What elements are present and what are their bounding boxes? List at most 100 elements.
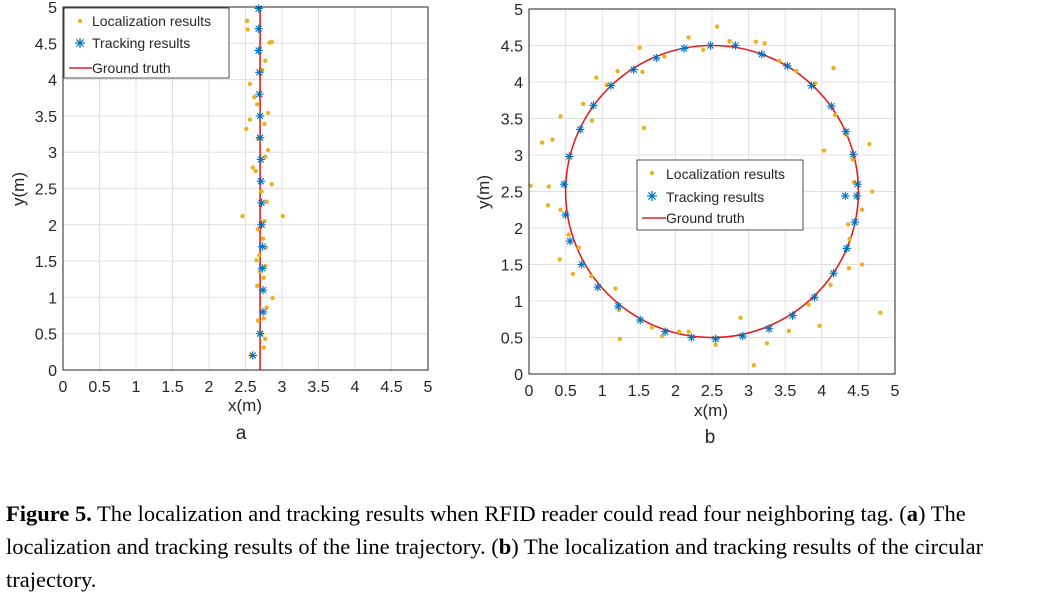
localization-point-b-14 [615, 68, 620, 74]
x-tick-label-b-6: 3 [744, 383, 753, 400]
tracking-point-b-18 [565, 236, 575, 246]
y-tick-label-a-6: 3 [48, 145, 57, 162]
localization-point-a-4 [255, 318, 261, 323]
localization-point-b-53 [539, 140, 545, 145]
x-tick-label-b-9: 4.5 [847, 383, 869, 400]
tracking-point-b-10 [652, 53, 661, 63]
localization-point-b-58 [557, 257, 562, 262]
tracking-point-a-12 [255, 89, 264, 99]
localization-point-b-51 [589, 118, 595, 123]
localization-point-b-0 [870, 189, 875, 194]
tracking-point-a-13 [255, 68, 264, 77]
localization-point-a-39 [269, 39, 274, 45]
localization-point-a-21 [259, 189, 264, 194]
panel-label-b: b [705, 427, 716, 448]
localization-point-b-41 [641, 125, 647, 131]
y-axis-label-b: y(m) [474, 175, 493, 209]
x-tick-label-b-1: 0.5 [554, 383, 576, 400]
localization-point-b-32 [764, 341, 770, 346]
tracking-points-a [248, 4, 268, 360]
localization-point-a-24 [250, 165, 255, 170]
legend-label-localization-b: Localization results [666, 166, 785, 182]
tracking-point-b-28 [788, 311, 797, 320]
localization-point-a-40 [245, 27, 250, 32]
localization-point-b-46 [701, 47, 706, 53]
caption-figure-text: The localization and tracking results wh… [91, 501, 894, 526]
localization-point-a-31 [265, 110, 271, 116]
localization-point-b-13 [637, 45, 642, 50]
localization-point-b-18 [550, 137, 555, 142]
x-tick-label-a-1: 0.5 [88, 379, 110, 396]
y-tick-label-b-9: 4.5 [501, 39, 523, 56]
legend-dot-icon-b [649, 170, 655, 176]
y-tick-label-a-7: 3.5 [35, 109, 57, 126]
tracking-point-a-7 [257, 198, 266, 208]
localization-point-b-30 [713, 342, 718, 347]
localization-point-a-18 [240, 213, 245, 219]
tracking-point-b-19 [577, 260, 586, 269]
tracking-point-a-0 [248, 351, 258, 360]
localization-point-b-44 [845, 222, 851, 227]
figure-panels: 0 0.5 1 1.5 2 2.5 3 3.5 4 4.5 5 0 0.5 1 1.5 2 2.5 3 3.5 4 4… [9, 0, 900, 448]
tracking-point-b-32 [850, 217, 859, 227]
localization-point-b-16 [580, 101, 586, 107]
tracking-point-b-24 [687, 333, 696, 342]
caption-figure-label: Figure 5. [6, 501, 92, 526]
chart-panel-a: 0 0.5 1 1.5 2 2.5 3 3.5 4 4.5 5 0 0.5 1 1.5 2 2.5 3 3.5 4 4… [9, 0, 433, 444]
localization-point-b-38 [859, 207, 865, 212]
y-tick-label-a-4: 2 [48, 218, 57, 235]
localization-points-b [528, 24, 883, 368]
localization-point-a-15 [260, 236, 266, 241]
caption-text-b: ) The localization and tracking results … [6, 534, 984, 592]
y-tick-labels-b: 0 0.5 1 1.5 2 2.5 3 3.5 4 4.5 5 [501, 2, 523, 384]
axes-frame-a [62, 6, 429, 371]
legend-asterisk-icon-a [75, 38, 85, 48]
localization-point-b-24 [589, 273, 594, 279]
x-tick-label-b-8: 4 [817, 383, 826, 400]
y-tick-label-b-10: 5 [514, 2, 523, 19]
tracking-point-b-9 [679, 44, 689, 53]
x-tick-label-b-4: 2 [671, 383, 680, 400]
localization-point-a-23 [253, 168, 258, 174]
localization-point-b-25 [613, 286, 618, 291]
localization-point-b-33 [786, 328, 792, 334]
y-tick-label-b-4: 2 [514, 221, 523, 238]
localization-point-b-9 [727, 38, 732, 44]
x-tick-label-b-3: 1.5 [628, 383, 650, 400]
tracking-point-b-25 [711, 334, 720, 344]
y-tick-label-b-7: 3.5 [501, 112, 523, 129]
localization-point-b-17 [558, 114, 563, 119]
legend-dot-icon-a [77, 18, 83, 24]
localization-point-b-23 [576, 245, 581, 250]
y-tick-label-b-5: 2.5 [501, 185, 523, 202]
x-tick-labels-b: 0 0.5 1 1.5 2 2.5 3 3.5 4 4.5 5 [525, 383, 900, 400]
tracking-point-b-17 [561, 210, 570, 220]
localization-point-b-54 [617, 336, 622, 342]
tracking-point-a-8 [256, 177, 266, 186]
tracking-point-a-15 [254, 24, 263, 33]
tracking-point-a-2 [258, 307, 268, 317]
tracking-point-a-6 [257, 220, 266, 230]
legend-b: Localization results Tracking results Gr… [636, 159, 804, 231]
x-tick-label-a-8: 4 [351, 379, 360, 396]
localization-point-b-10 [714, 24, 720, 29]
tracking-point-b-20 [593, 282, 603, 292]
tracking-point-b-0 [853, 179, 862, 189]
x-tick-label-b-0: 0 [525, 383, 534, 400]
tracking-point-b-22 [636, 315, 645, 325]
tracking-point-b-3 [827, 101, 836, 111]
localization-point-b-31 [738, 315, 743, 320]
legend-label-tracking-b: Tracking results [666, 189, 764, 205]
legend-asterisk-icon-b [647, 191, 657, 201]
localization-point-b-45 [545, 203, 551, 208]
x-tick-label-a-5: 2.5 [234, 379, 256, 396]
x-tick-label-a-6: 3 [278, 379, 287, 396]
y-tick-label-a-3: 1.5 [35, 254, 57, 271]
y-tick-labels-a: 0 0.5 1 1.5 2 2.5 3 3.5 4 4.5 5 [35, 0, 57, 380]
tracking-point-b-15 [565, 152, 574, 161]
localization-point-a-3 [263, 336, 268, 341]
legend-label-localization-a: Localization results [92, 13, 211, 29]
caption-a-open: ( [893, 501, 907, 526]
localization-point-b-4 [832, 112, 838, 118]
y-tick-label-b-2: 1 [514, 294, 523, 311]
